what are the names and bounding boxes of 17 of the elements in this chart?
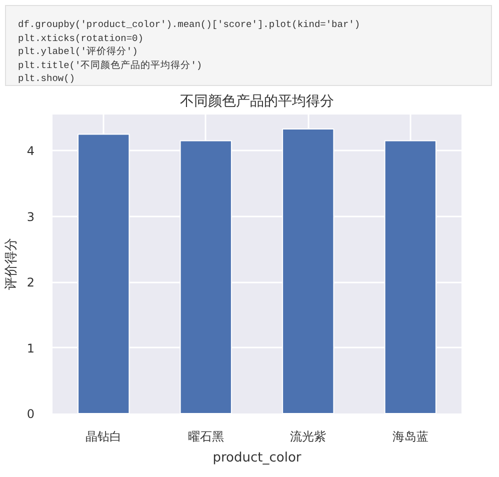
- text: plt.ylabel('评价得分'): [18, 46, 138, 57]
- y-tick-label: 0: [26, 407, 35, 421]
- y-axis-title: 评价得分: [4, 238, 19, 290]
- x-tick-label: 海岛蓝: [392, 430, 428, 444]
- text: plt.xticks(rotation=0): [18, 32, 144, 44]
- y-tick-label: 2: [26, 276, 35, 290]
- text: plt.show(): [18, 73, 76, 84]
- text: df.groupby('product_color').mean()['score'].plot(kind='bar'): [18, 19, 360, 30]
- y-tick-label: 4: [26, 144, 35, 158]
- y-tick-label: 1: [26, 341, 35, 356]
- x-tick-label: 曜石黑: [188, 430, 224, 444]
- x-tick-label: 流光紫: [290, 430, 326, 444]
- x-axis-title: product_color: [212, 450, 302, 466]
- x-tick-label: 晶钻白: [86, 430, 122, 444]
- y-tick-label: 3: [26, 210, 35, 224]
- text: plt.title('不同颜色产品的平均得分'): [18, 60, 202, 70]
- chart-title: 不同颜色产品的平均得分: [180, 94, 334, 110]
